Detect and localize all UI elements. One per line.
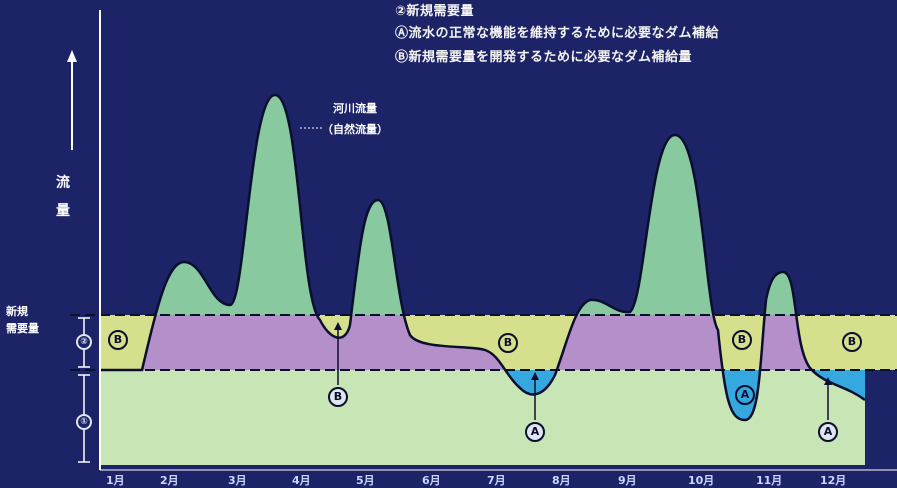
y-label-1: 流 [56, 175, 70, 191]
arrow-a-dec-head [824, 377, 832, 385]
month-4: 4月 [292, 474, 311, 487]
month-8: 8月 [552, 474, 571, 487]
bottom-mask [100, 465, 897, 488]
new-demand-label-1: 新規 [6, 305, 28, 318]
natural-flow-label: （自然流量） [322, 123, 388, 136]
month-5: 5月 [356, 474, 375, 487]
band-1-marker: ① [76, 414, 92, 430]
month-10: 10月 [688, 474, 715, 487]
month-9: 9月 [618, 474, 637, 487]
marker-b-jul: B [498, 333, 518, 353]
band-2-marker: ② [76, 334, 92, 350]
arrow-b-may-head [334, 322, 342, 330]
month-3: 3月 [228, 474, 247, 487]
flow-arrow-head [67, 50, 77, 62]
month-2: 2月 [160, 474, 179, 487]
river-flow-label: 河川流量 [333, 102, 377, 115]
natural-flow-curve [100, 93, 866, 422]
right-mask [865, 370, 897, 410]
marker-a-dec: A [818, 422, 838, 442]
arrow-a-aug-head [531, 372, 539, 380]
band-2-right [865, 315, 897, 370]
marker-b-oct: B [732, 330, 752, 350]
marker-b-may: B [328, 387, 348, 407]
month-7: 7月 [487, 474, 506, 487]
new-demand-label-2: 需要量 [6, 322, 39, 335]
month-6: 6月 [422, 474, 441, 487]
month-11: 11月 [756, 474, 783, 487]
natural-flow-area [100, 95, 865, 315]
legend-a: Ⓐ流水の正常な機能を維持するために必要なダム補給 [395, 26, 720, 41]
marker-b-dec: B [842, 332, 862, 352]
month-1: 1月 [106, 474, 125, 487]
y-label-2: 量 [56, 203, 70, 219]
marker-b-jan: B [108, 330, 128, 350]
marker-a-oct: A [735, 385, 755, 405]
legend-b: Ⓑ新規需要量を開発するために必要なダム補給量 [395, 50, 693, 65]
legend-new-demand: ②新規需要量 [395, 4, 475, 19]
month-12: 12月 [820, 474, 847, 487]
marker-a-aug: A [525, 422, 545, 442]
